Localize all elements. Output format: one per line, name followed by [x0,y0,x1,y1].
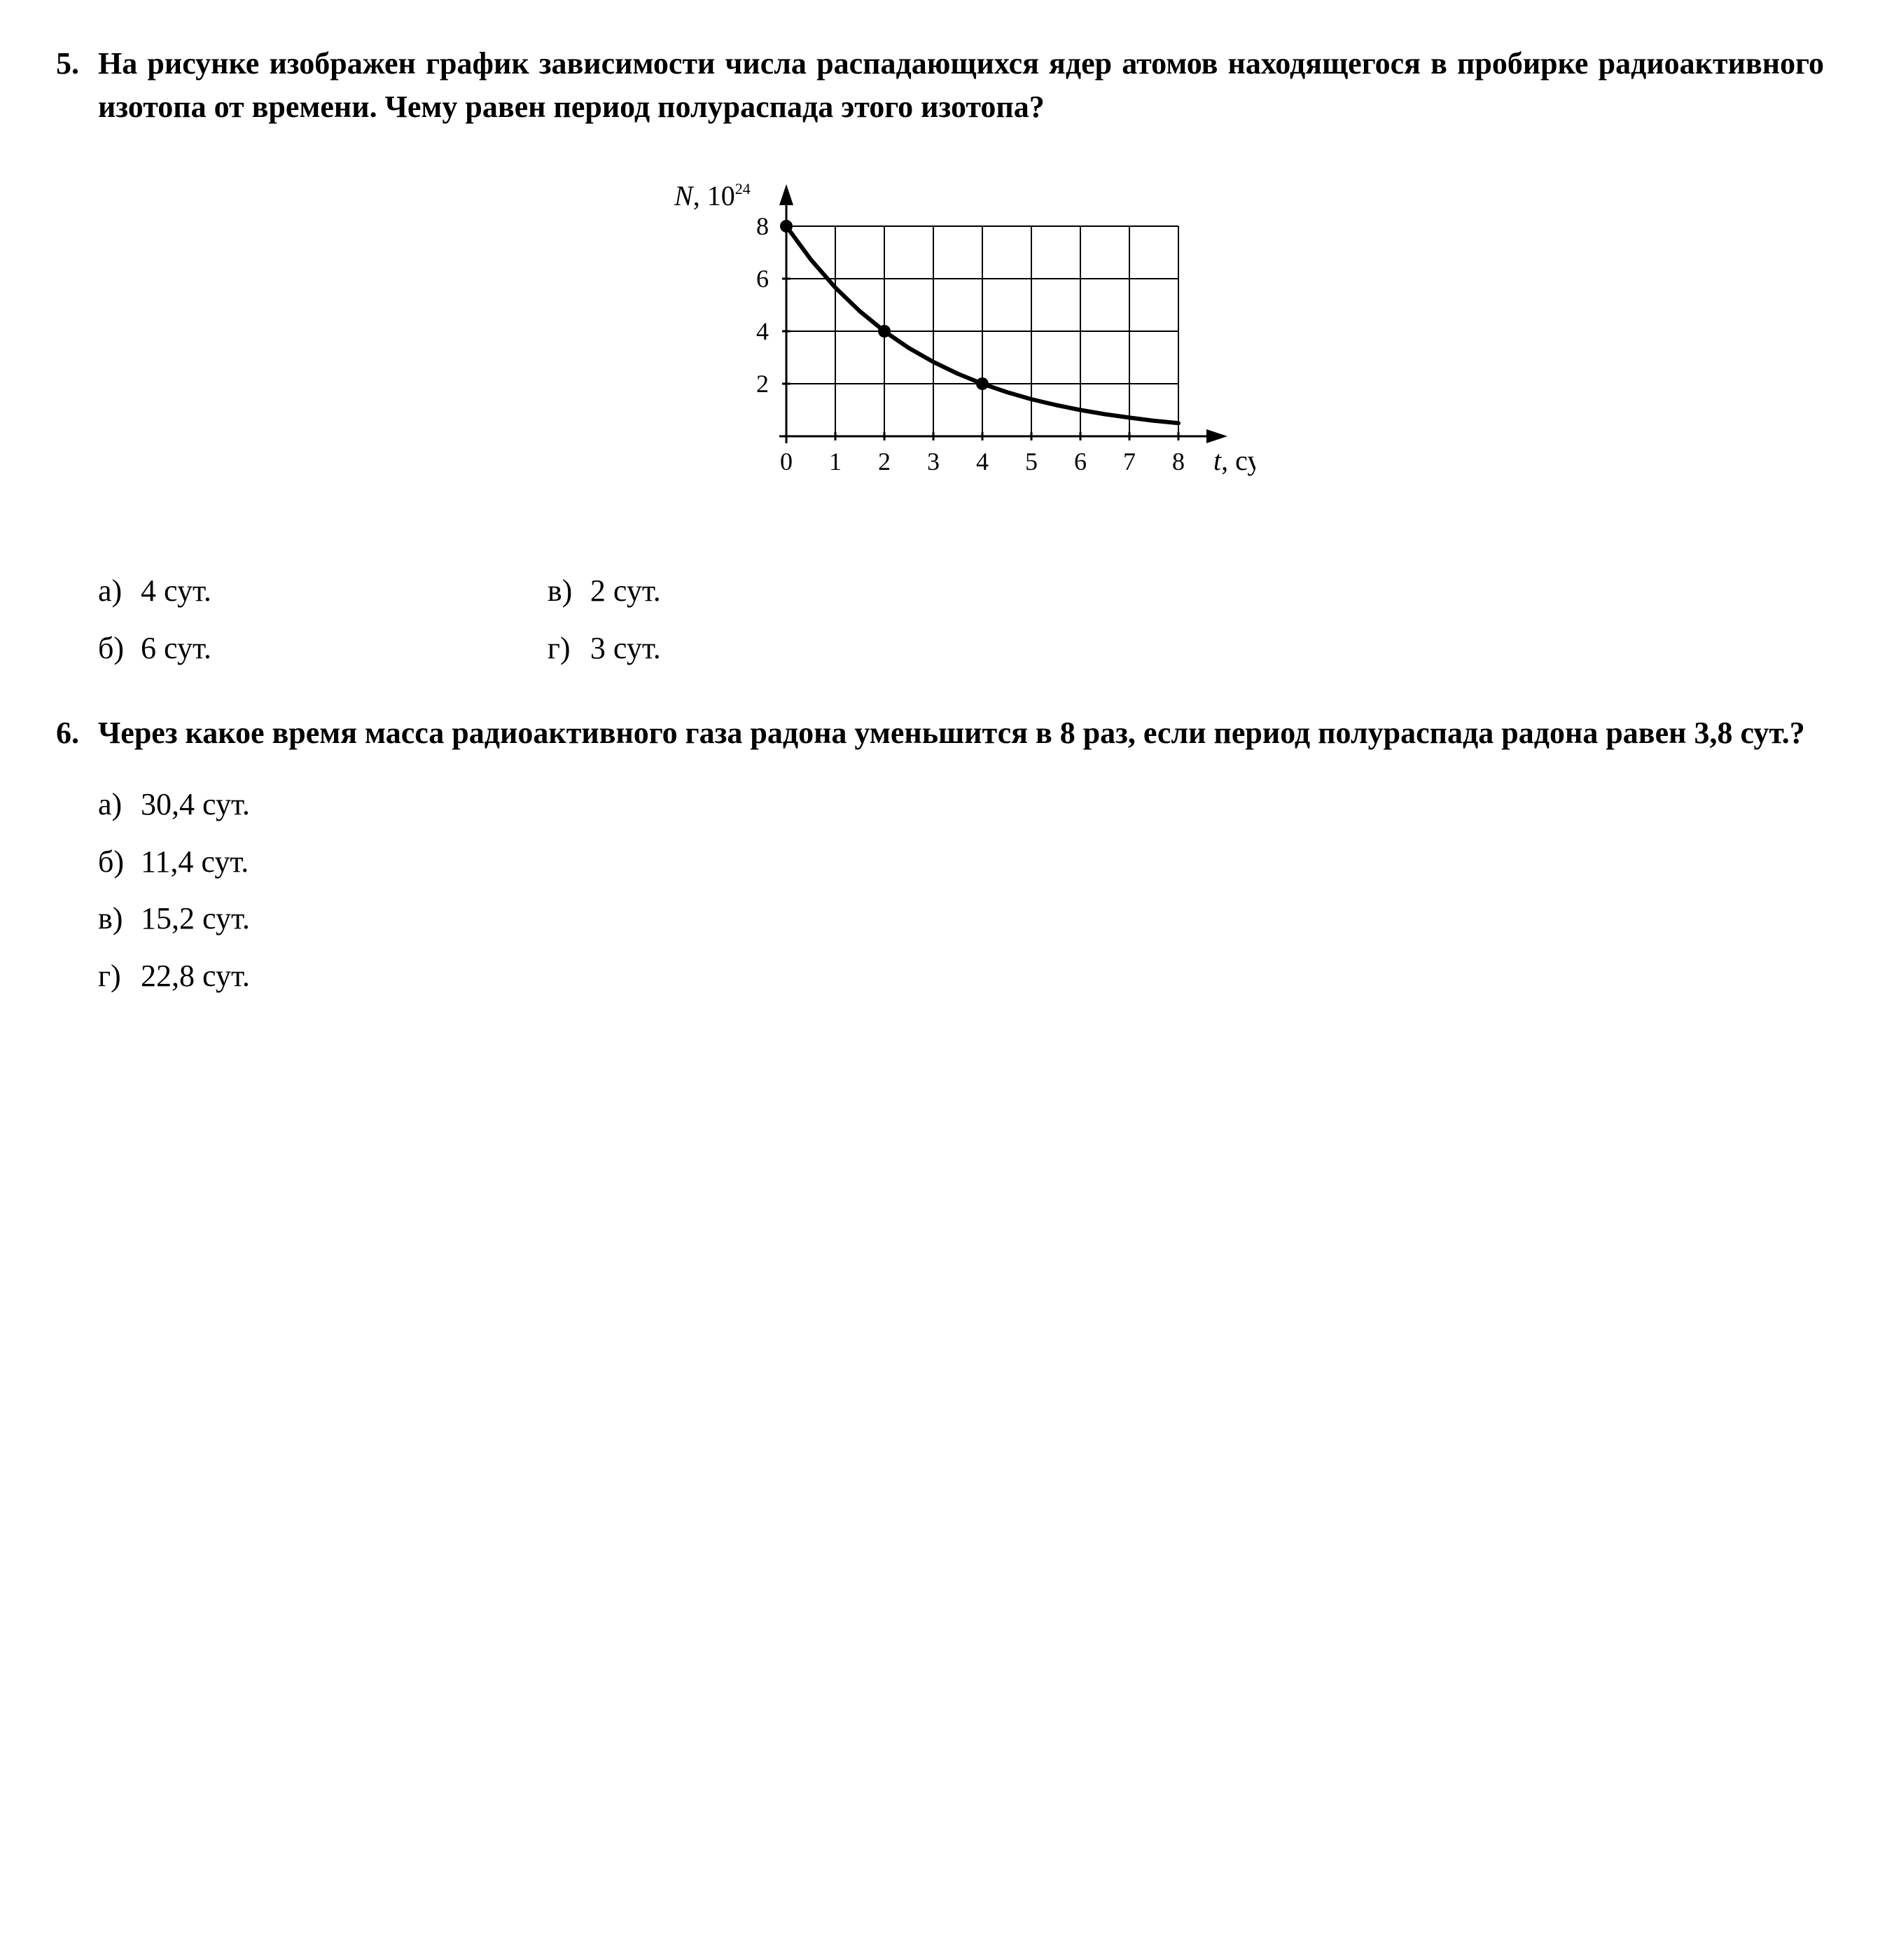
problem-6-option-a: а) 30,4 сут. [98,783,1824,826]
problem-6-number: 6. [56,711,98,755]
problem-6-heading: 6. Через какое время масса радиоактивног… [56,711,1824,755]
problem-5-options-col-left: а) 4 сут. б) 6 сут. [98,569,211,669]
problem-5-option-a: а) 4 сут. [98,569,211,613]
option-value: 22,8 сут. [141,959,250,993]
option-value: 2 сут. [590,574,661,608]
svg-text:6: 6 [756,265,769,293]
svg-text:1: 1 [829,447,842,475]
option-label: в) [98,897,133,940]
svg-text:t, сут: t, сут [1213,445,1255,476]
decay-chart-svg: 0123456782468N, 1024t, сут [625,156,1255,534]
option-label: в) [548,569,583,613]
problem-6: 6. Через какое время масса радиоактивног… [56,711,1824,997]
option-label: а) [98,569,133,613]
problem-6-text: Через какое время масса радиоактивного г… [98,711,1805,755]
option-label: г) [548,627,583,670]
option-value: 3 сут. [590,631,661,665]
svg-text:6: 6 [1074,447,1087,475]
option-value: 30,4 сут. [141,787,250,821]
option-label: г) [98,954,133,998]
problem-6-option-b: б) 11,4 сут. [98,840,1824,884]
svg-text:N, 1024: N, 1024 [674,180,751,211]
problem-5-number: 5. [56,42,98,85]
svg-text:8: 8 [756,212,769,240]
svg-text:8: 8 [1172,447,1185,475]
svg-text:7: 7 [1123,447,1136,475]
option-value: 4 сут. [141,574,211,608]
svg-text:4: 4 [756,317,769,345]
problem-5-option-g: г) 3 сут. [548,627,661,670]
problem-5-heading: 5. На рисунке изображен график зависимос… [56,42,1824,128]
option-label: б) [98,627,133,670]
problem-5-chart: 0123456782468N, 1024t, сут [56,156,1824,534]
svg-text:0: 0 [780,447,793,475]
problem-5-option-b: б) 6 сут. [98,627,211,670]
option-value: 6 сут. [141,631,211,665]
svg-text:2: 2 [878,447,891,475]
option-label: б) [98,840,133,884]
problem-6-option-v: в) 15,2 сут. [98,897,1824,940]
problem-5-options-col-right: в) 2 сут. г) 3 сут. [548,569,661,669]
problem-5-options: а) 4 сут. б) 6 сут. в) 2 сут. г) 3 сут. [98,569,1824,669]
svg-text:4: 4 [976,447,989,475]
problem-6-option-g: г) 22,8 сут. [98,954,1824,998]
option-label: а) [98,783,133,826]
problem-5: 5. На рисунке изображен график зависимос… [56,42,1824,669]
problem-5-option-v: в) 2 сут. [548,569,661,613]
option-value: 11,4 сут. [141,845,249,879]
option-value: 15,2 сут. [141,901,250,936]
svg-text:2: 2 [756,370,769,398]
svg-text:3: 3 [927,447,940,475]
svg-text:5: 5 [1025,447,1038,475]
problem-5-text: На рисунке изображен график зависимости … [98,42,1824,128]
problem-6-options: а) 30,4 сут. б) 11,4 сут. в) 15,2 сут. г… [98,783,1824,997]
